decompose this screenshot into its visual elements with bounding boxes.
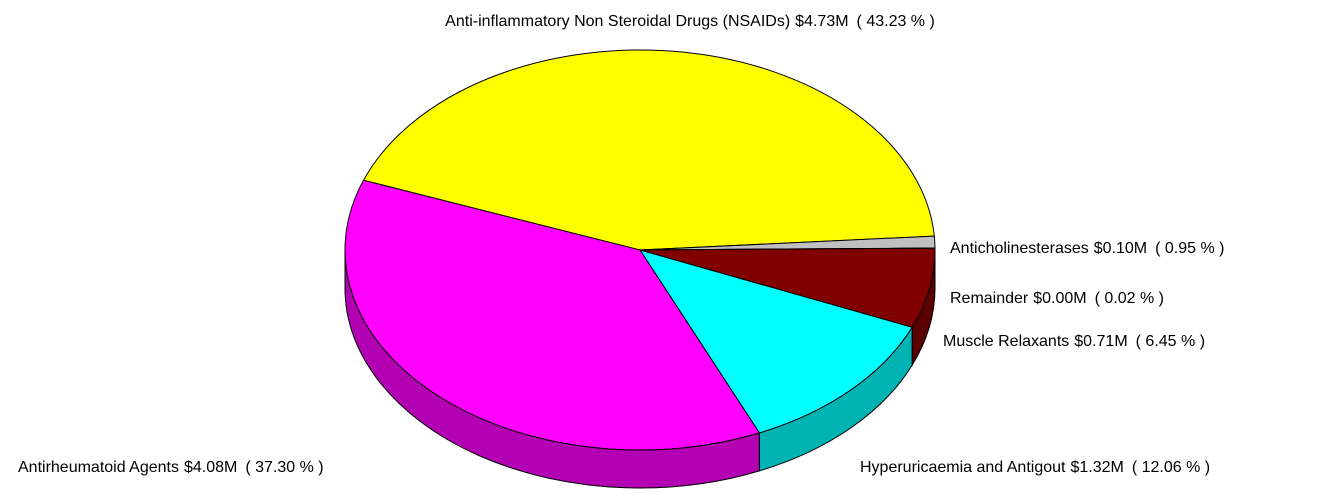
slice-name: Remainder xyxy=(950,290,1029,307)
slice xyxy=(639,247,936,328)
slice-name: Hyperuricaemia and Antigout xyxy=(860,459,1066,476)
slice-percent: ( 37.30 % ) xyxy=(245,459,323,476)
slice-amount: $1.32M xyxy=(1070,459,1123,476)
slice xyxy=(344,179,761,451)
slice-amount: $0.71M xyxy=(1074,333,1127,350)
slice-name: Muscle Relaxants xyxy=(943,333,1069,350)
slice xyxy=(362,49,935,251)
slice-label: Remainder $0.00M ( 0.02 % ) xyxy=(950,290,1164,307)
slice-percent: ( 12.06 % ) xyxy=(1132,459,1210,476)
slice-amount: $4.08M xyxy=(184,459,237,476)
slice-amount: $4.73M xyxy=(795,13,848,30)
slice-percent: ( 0.02 % ) xyxy=(1095,290,1164,307)
slice-percent: ( 0.95 % ) xyxy=(1155,240,1224,257)
slice-label: Anticholinesterases $0.10M ( 0.95 % ) xyxy=(950,240,1224,257)
slice-label: Anti-inflammatory Non Steroidal Drugs (N… xyxy=(445,13,935,30)
slice-amount: $0.00M xyxy=(1033,290,1086,307)
slice-name: Anticholinesterases xyxy=(950,240,1089,257)
slice-label: Muscle Relaxants $0.71M ( 6.45 % ) xyxy=(943,333,1205,350)
slice-amount: $0.10M xyxy=(1094,240,1147,257)
slice-percent: ( 6.45 % ) xyxy=(1136,333,1205,350)
slice xyxy=(638,249,913,434)
slice-label: Antirheumatoid Agents $4.08M ( 37.30 % ) xyxy=(18,459,324,476)
slice-name: Antirheumatoid Agents xyxy=(18,459,179,476)
slice-percent: ( 43.23 % ) xyxy=(857,13,935,30)
slice-name: Anti-inflammatory Non Steroidal Drugs (N… xyxy=(445,13,790,30)
slice-label: Hyperuricaemia and Antigout $1.32M ( 12.06… xyxy=(860,459,1210,476)
